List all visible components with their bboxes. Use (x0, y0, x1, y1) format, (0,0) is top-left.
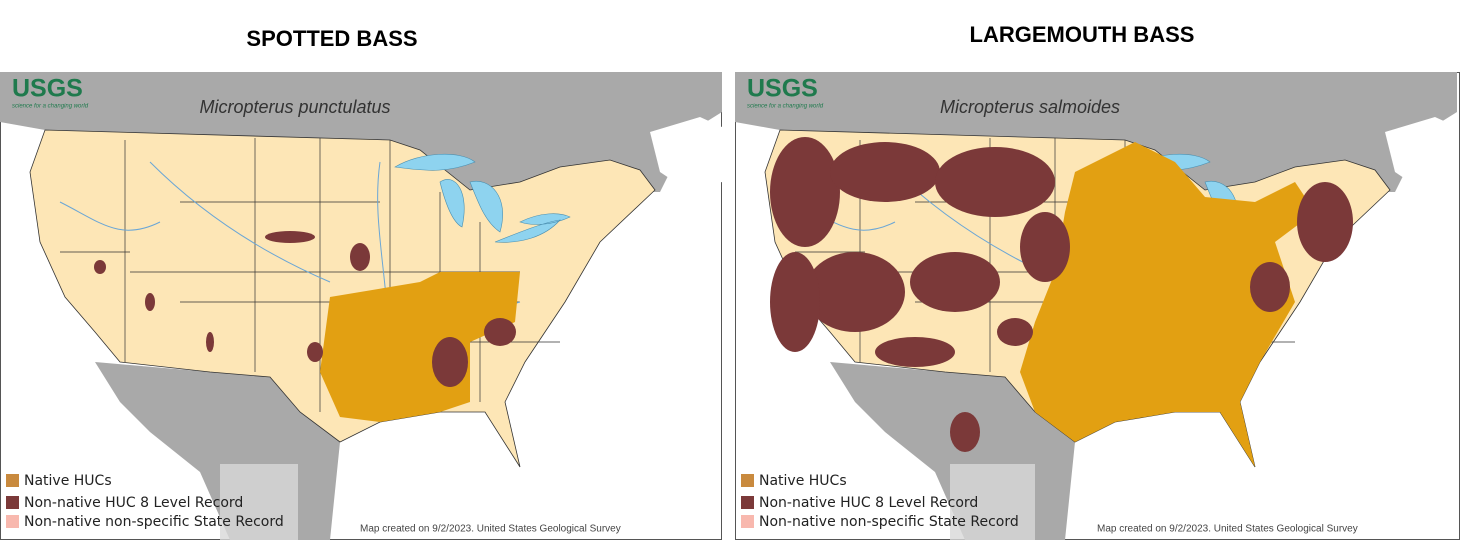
legend-label: Non-native HUC 8 Level Record (24, 495, 243, 511)
logo-tagline: science for a changing world (12, 104, 89, 110)
panel-title: SPOTTED BASS (246, 26, 417, 51)
panel-title: LARGEMOUTH BASS (970, 22, 1195, 47)
legend: Native HUCs Non-native HUC 8 Level Recor… (6, 473, 284, 530)
legend-label: Native HUCs (759, 473, 847, 489)
species-name: Micropterus salmoides (940, 97, 1120, 117)
map-panel: USGS science for a changing world Microp… (735, 72, 1460, 540)
legend-swatch (741, 474, 754, 487)
legend-swatch (741, 515, 754, 528)
logo-tagline: science for a changing world (747, 104, 824, 110)
legend-swatch (6, 496, 19, 509)
legend-swatch (741, 496, 754, 509)
legend-label: Non-native HUC 8 Level Record (759, 495, 978, 511)
legend-label: Non-native non-specific State Record (24, 514, 284, 530)
logo: USGS (747, 75, 818, 103)
credit: Map created on 9/2/2023. United States G… (1097, 524, 1358, 535)
legend-label: Native HUCs (24, 473, 112, 489)
legend: Native HUCs Non-native HUC 8 Level Recor… (741, 473, 1019, 530)
legend-swatch (6, 515, 19, 528)
species-name: Micropterus punctulatus (199, 97, 390, 117)
legend-swatch (6, 474, 19, 487)
logo: USGS (12, 75, 83, 103)
map-panel: USGS science for a changing world Microp… (0, 72, 722, 540)
legend-label: Non-native non-specific State Record (759, 514, 1019, 530)
credit: Map created on 9/2/2023. United States G… (360, 524, 621, 535)
